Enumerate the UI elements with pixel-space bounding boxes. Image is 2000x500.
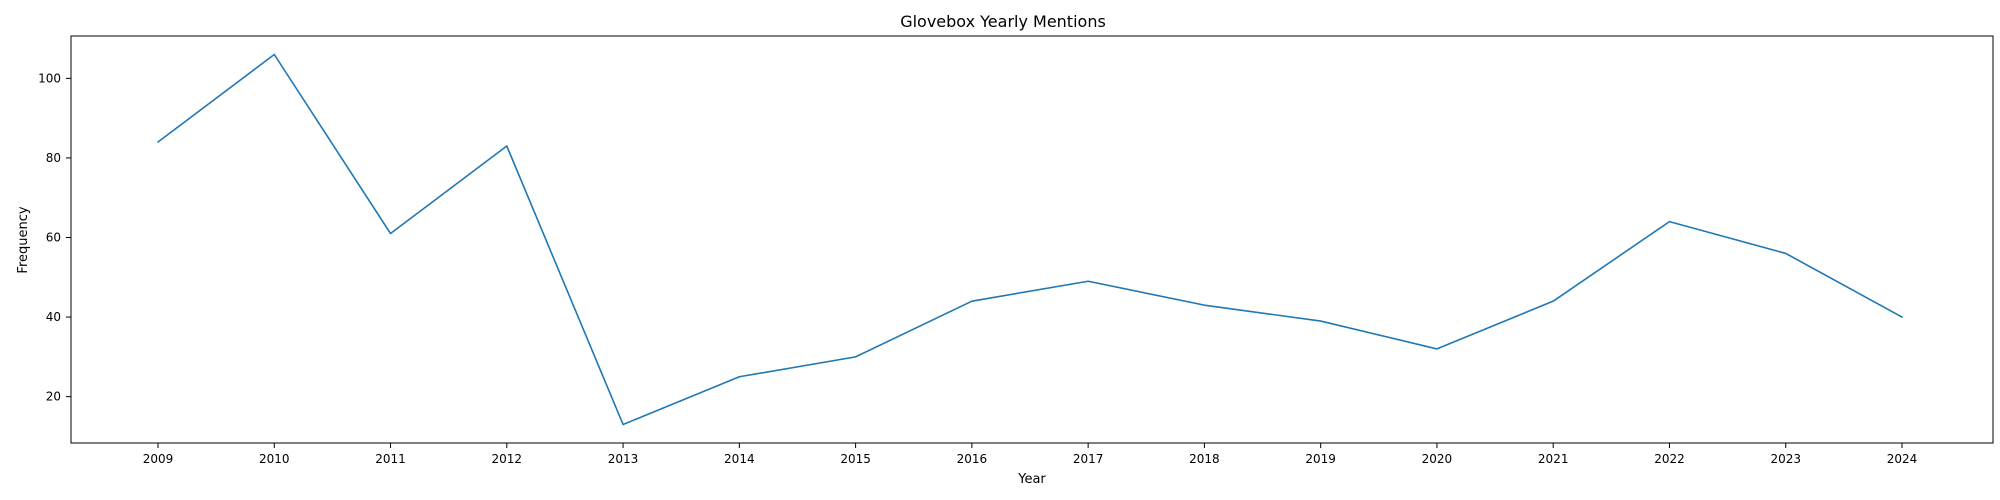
- x-tick-label: 2023: [1770, 452, 1801, 466]
- chart-title: Glovebox Yearly Mentions: [900, 12, 1106, 31]
- x-tick-label: 2009: [143, 452, 174, 466]
- x-tick-label: 2014: [724, 452, 755, 466]
- x-tick-label: 2018: [1189, 452, 1220, 466]
- x-tick-label: 2022: [1654, 452, 1685, 466]
- x-tick-label: 2021: [1538, 452, 1569, 466]
- y-tick-label: 100: [38, 71, 61, 85]
- x-tick-label: 2015: [840, 452, 871, 466]
- x-axis: 2009 2010 2011 2012 2013 2014 2015 2016 2017 2018…: [143, 443, 1918, 466]
- plot-frame: [70, 35, 1994, 444]
- y-axis-label: Frequency: [16, 206, 31, 273]
- y-tick-label: 60: [46, 231, 61, 245]
- series-line: [157, 53, 1903, 426]
- x-tick-label: 2019: [1305, 452, 1336, 466]
- x-tick-label: 2020: [1422, 452, 1453, 466]
- x-axis-label: Year: [1017, 472, 1046, 487]
- y-axis: 20 40 60 80 100: [38, 71, 71, 404]
- x-tick-label: 2024: [1887, 452, 1918, 466]
- x-tick-label: 2017: [1073, 452, 1104, 466]
- x-tick-label: 2016: [957, 452, 988, 466]
- x-tick-label: 2012: [492, 452, 523, 466]
- y-tick-label: 40: [46, 310, 61, 324]
- y-tick-label: 80: [46, 151, 61, 165]
- x-tick-label: 2011: [375, 452, 406, 466]
- y-tick-label: 20: [46, 390, 61, 404]
- x-tick-label: 2013: [608, 452, 639, 466]
- x-tick-label: 2010: [259, 452, 290, 466]
